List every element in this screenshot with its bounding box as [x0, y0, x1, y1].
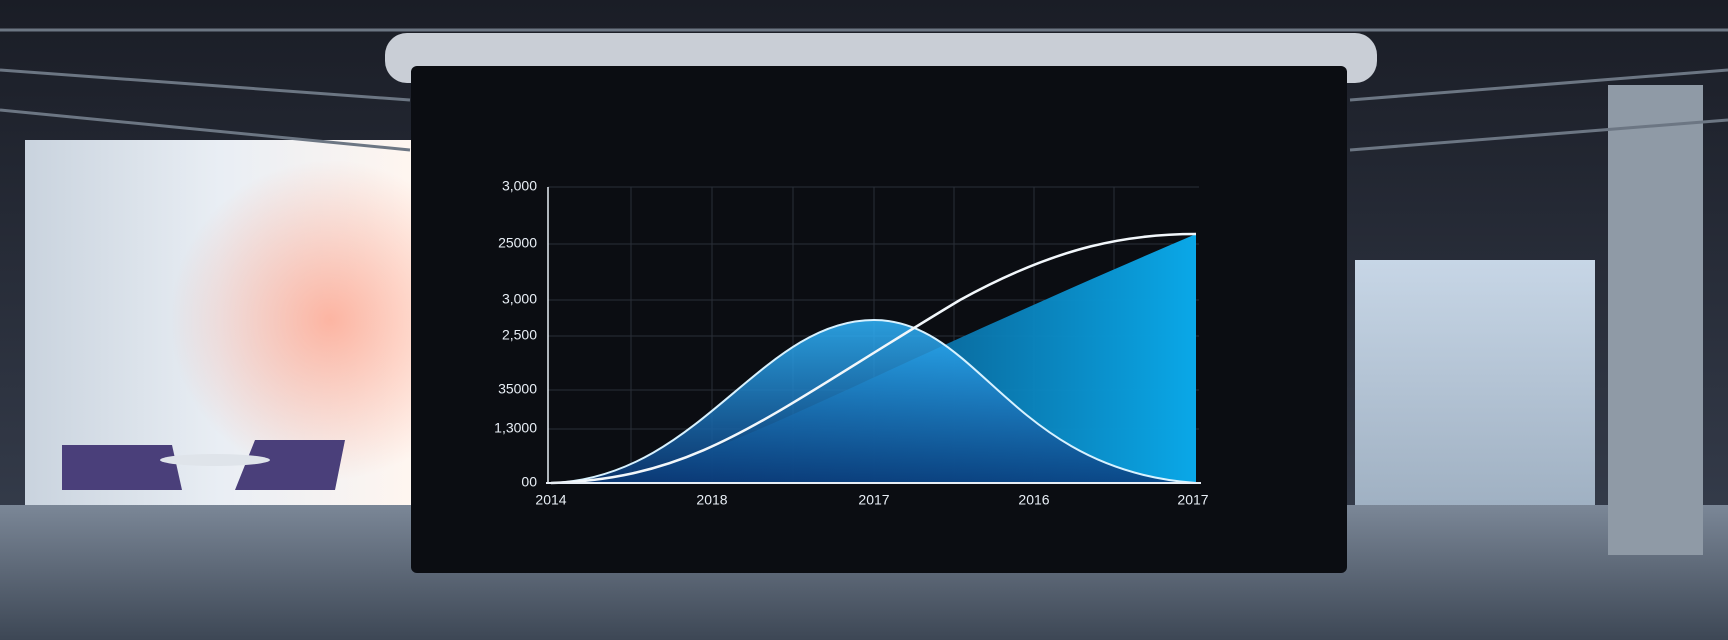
ceiling-grid	[0, 28, 1728, 152]
y-label: 2,500	[502, 327, 537, 343]
x-label: 2017	[858, 492, 889, 508]
x-label: 2016	[1018, 492, 1049, 508]
bell-line	[550, 318, 1197, 484]
x-label: 2017	[1177, 492, 1208, 508]
table	[160, 454, 270, 466]
y-label: 00	[521, 474, 537, 490]
bell-area	[551, 320, 1196, 483]
axis-labels: 3,000 25000 3,000 2,500 35000 1,3000 00 2014 201…	[494, 178, 1209, 508]
y-label: 3,000	[502, 291, 537, 307]
pillar	[1608, 85, 1703, 555]
y-label: 35000	[498, 381, 537, 397]
sun-glow	[170, 160, 490, 480]
y-label: 3,000	[502, 178, 537, 194]
window-right	[1355, 260, 1595, 510]
y-label: 25000	[498, 235, 537, 251]
chairs	[62, 440, 345, 490]
x-label: 2018	[696, 492, 727, 508]
x-label: 2014	[535, 492, 566, 508]
rising-line	[550, 232, 1197, 485]
y-label: 1,3000	[494, 420, 537, 436]
